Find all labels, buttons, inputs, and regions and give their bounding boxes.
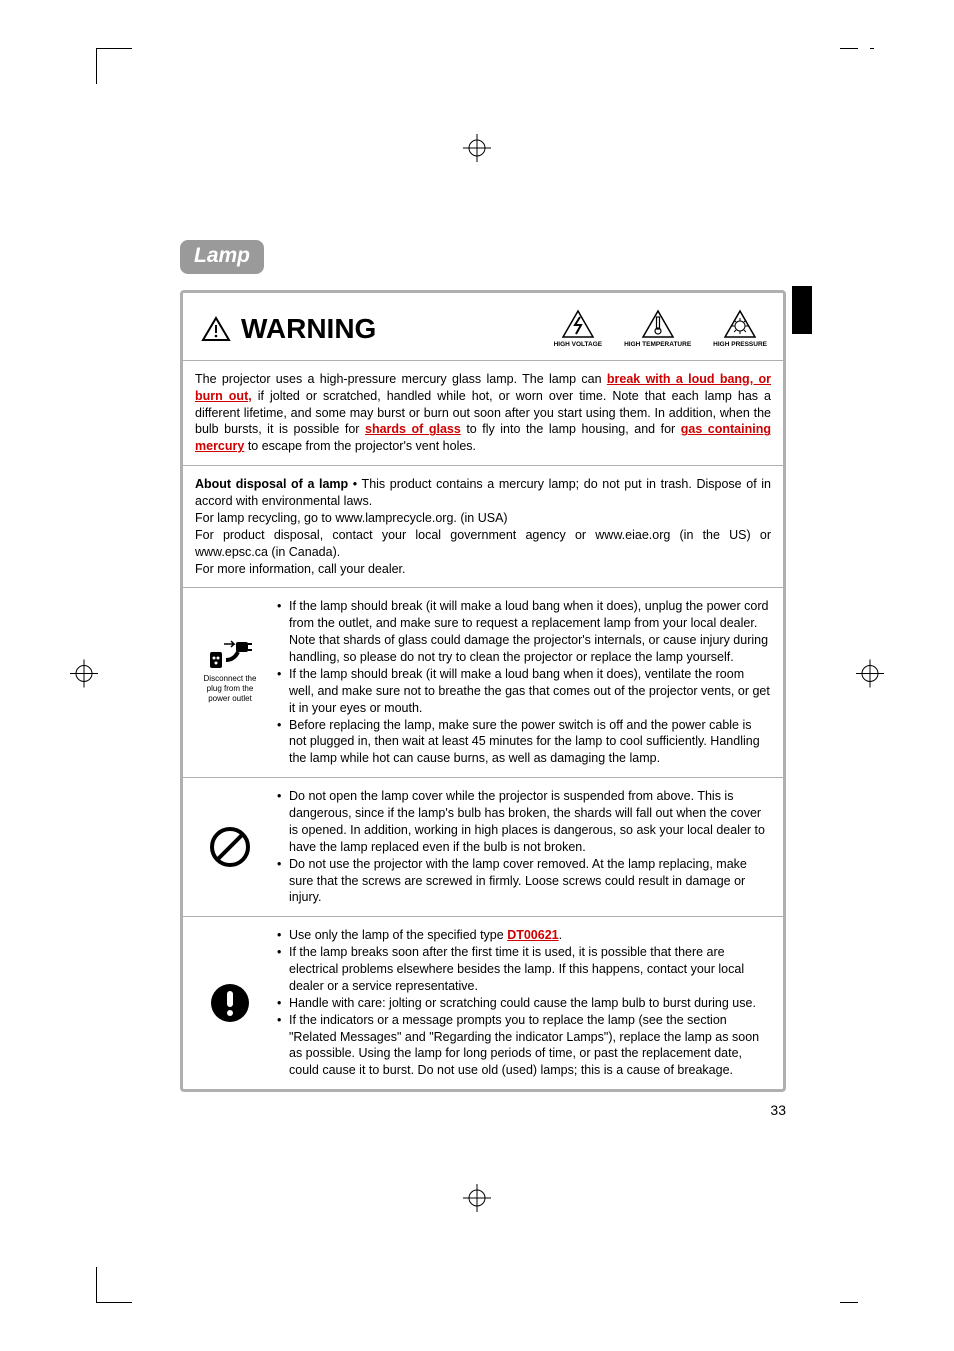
thumb-tab: [792, 286, 812, 334]
text: to escape from the projector's vent hole…: [244, 439, 476, 453]
prohibition-icon: [208, 825, 252, 869]
disposal-heading: About disposal of a lamp: [195, 477, 348, 491]
warning-label: WARNING: [241, 310, 376, 348]
warning-box: WARNING HIGH VOLTAGE HIGH TEMP: [180, 290, 786, 1092]
disposal-paragraph: About disposal of a lamp • This product …: [183, 466, 783, 588]
high-temperature-icon: [641, 309, 675, 339]
list-item: Do not open the lamp cover while the pro…: [277, 788, 771, 856]
unplug-icon: [208, 638, 252, 674]
hazard-label: HIGH TEMPERATURE: [624, 341, 691, 350]
list-item: If the lamp should break (it will make a…: [277, 598, 771, 666]
text: For lamp recycling, go to www.lamprecycl…: [195, 511, 508, 525]
safety-list: Do not open the lamp cover while the pro…: [277, 788, 771, 906]
section-title: Lamp: [180, 240, 264, 274]
page-number: 33: [770, 1102, 786, 1118]
registration-mark: [463, 134, 491, 167]
list-item: Do not use the projector with the lamp c…: [277, 856, 771, 907]
emphasis-text: DT00621: [507, 928, 558, 942]
hazard-label: HIGH VOLTAGE: [554, 341, 603, 350]
registration-mark: [463, 1184, 491, 1217]
crop-mark: [96, 48, 132, 84]
crop-mark: [870, 48, 874, 84]
text: The projector uses a high-pressure mercu…: [195, 372, 607, 386]
text: to fly into the lamp housing, and for: [461, 422, 681, 436]
crop-mark: [840, 1267, 858, 1303]
intro-paragraph: The projector uses a high-pressure mercu…: [183, 361, 783, 466]
text: For product disposal, contact your local…: [195, 528, 771, 559]
list-item: Use only the lamp of the specified type …: [277, 927, 771, 944]
safety-list: If the lamp should break (it will make a…: [277, 598, 771, 767]
text: For more information, call your dealer.: [195, 562, 406, 576]
crop-mark: [840, 48, 858, 84]
caution-circle-icon: [208, 981, 252, 1025]
emphasis-text: shards of glass: [365, 422, 461, 436]
high-voltage-icon: [561, 309, 595, 339]
high-pressure-icon: [723, 309, 757, 339]
registration-mark: [856, 659, 884, 692]
hazard-label: HIGH PRESSURE: [713, 341, 767, 350]
list-item: If the indicators or a message prompts y…: [277, 1012, 771, 1080]
text: .: [559, 928, 562, 942]
alert-triangle-icon: [201, 316, 231, 342]
registration-mark: [70, 659, 98, 692]
list-item: Handle with care: jolting or scratching …: [277, 995, 771, 1012]
warning-heading: WARNING: [201, 310, 376, 348]
text: Use only the lamp of the specified type: [289, 928, 507, 942]
safety-list: Use only the lamp of the specified type …: [277, 927, 771, 1079]
list-item: Before replacing the lamp, make sure the…: [277, 717, 771, 768]
crop-mark: [96, 1267, 132, 1303]
list-item: If the lamp should break (it will make a…: [277, 666, 771, 717]
list-item: If the lamp breaks soon after the first …: [277, 944, 771, 995]
icon-caption: Disconnect the plug from the power outle…: [195, 674, 265, 703]
